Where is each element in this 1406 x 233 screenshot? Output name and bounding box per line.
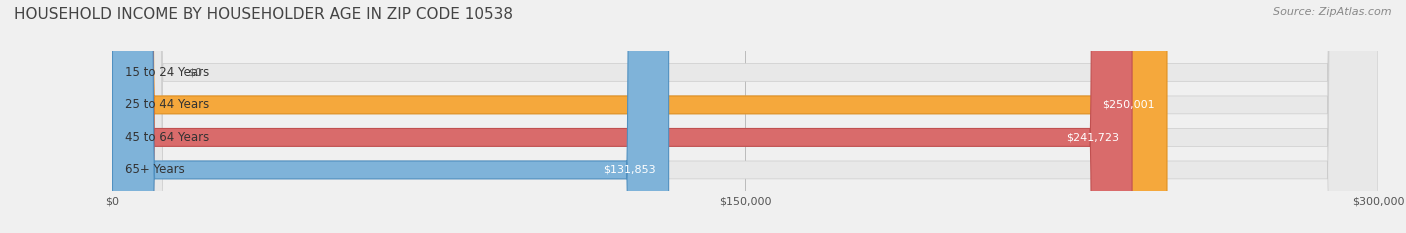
Text: $0: $0 (188, 67, 202, 77)
Text: HOUSEHOLD INCOME BY HOUSEHOLDER AGE IN ZIP CODE 10538: HOUSEHOLD INCOME BY HOUSEHOLDER AGE IN Z… (14, 7, 513, 22)
Text: $250,001: $250,001 (1102, 100, 1154, 110)
FancyBboxPatch shape (112, 0, 1132, 233)
FancyBboxPatch shape (112, 0, 669, 233)
Text: $131,853: $131,853 (603, 165, 657, 175)
FancyBboxPatch shape (112, 0, 1167, 233)
Text: 25 to 44 Years: 25 to 44 Years (125, 98, 209, 111)
FancyBboxPatch shape (112, 0, 1378, 233)
FancyBboxPatch shape (112, 0, 1378, 233)
FancyBboxPatch shape (112, 0, 1378, 233)
Text: 15 to 24 Years: 15 to 24 Years (125, 66, 209, 79)
Text: Source: ZipAtlas.com: Source: ZipAtlas.com (1274, 7, 1392, 17)
Text: $241,723: $241,723 (1066, 132, 1119, 142)
Text: 45 to 64 Years: 45 to 64 Years (125, 131, 209, 144)
FancyBboxPatch shape (112, 0, 1378, 233)
Text: 65+ Years: 65+ Years (125, 163, 184, 176)
